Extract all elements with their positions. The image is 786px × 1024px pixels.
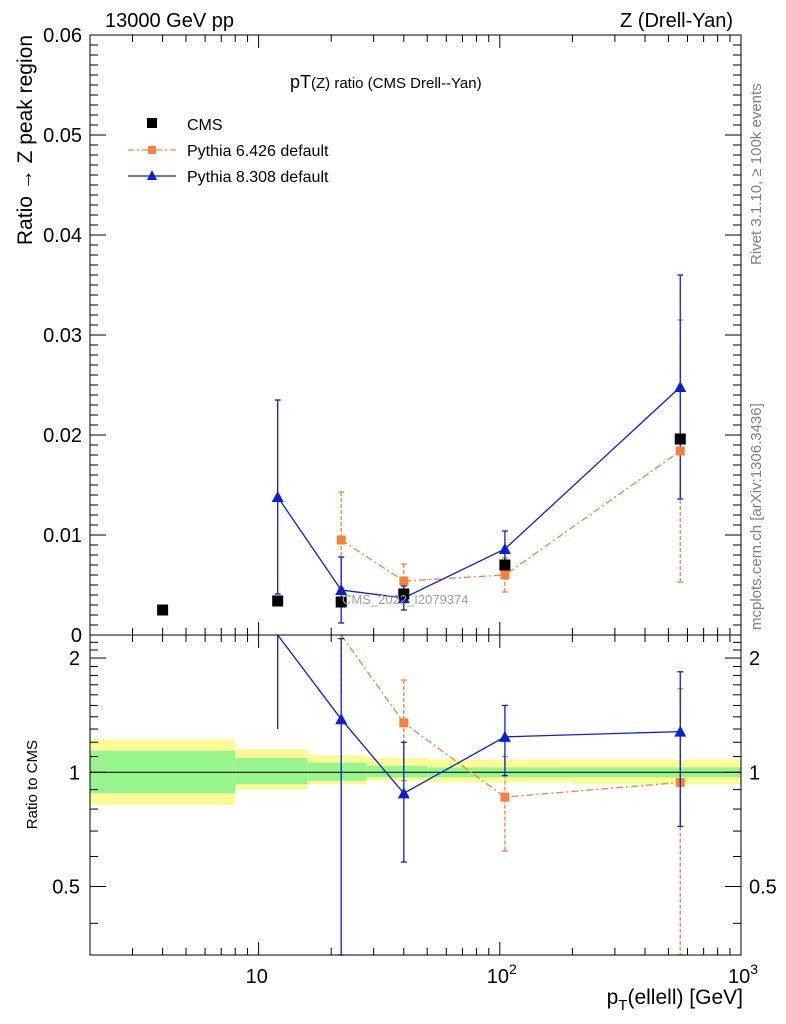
ratio-band-inner — [235, 758, 308, 785]
cms-point — [272, 595, 284, 607]
y-tick-label: 0 — [71, 625, 82, 647]
plot-title-rest: ratio (CMS Drell--Yan) — [330, 75, 481, 92]
x-tick-label-exp: 3 — [750, 961, 758, 977]
py6-point — [399, 576, 409, 586]
ratio-py8-point — [674, 725, 687, 737]
ratio-ylabel: Ratio to CMS — [24, 740, 41, 829]
x-tick-label: 10 — [246, 966, 268, 988]
ratio-panel — [89, 634, 742, 956]
y-tick-label: 0.05 — [43, 125, 82, 147]
watermark: CMS_2022_I2079374 — [342, 592, 469, 607]
x-axis-label-sub: T — [618, 997, 627, 1014]
py6-point — [500, 570, 510, 580]
plot-title-sub: (Z) — [311, 75, 330, 92]
py6-point — [336, 535, 346, 545]
ratio-band-inner — [366, 765, 428, 778]
x-tick-label: 102 — [487, 961, 517, 988]
y-tick-label: 0.01 — [43, 525, 82, 547]
py8-point — [271, 491, 284, 502]
main-ylabel: Ratio → Z peak region — [14, 35, 37, 245]
x-axis-label: pT(ellell) [GeV] — [607, 986, 743, 1014]
ratio-y-tick-label-right: 0.5 — [749, 877, 777, 899]
ratio-py6-point — [399, 718, 409, 728]
ratio-band-inner — [307, 762, 367, 781]
legend-py6-label: Pythia 6.426 default — [187, 143, 329, 160]
plot-title: pT(Z) ratio (CMS Drell--Yan) — [290, 72, 482, 92]
py8-line — [277, 386, 681, 599]
legend-cms-marker — [147, 118, 157, 128]
cms-point — [674, 433, 686, 445]
legend-cms-label: CMS — [187, 117, 223, 134]
x-tick-label-base: 10 — [487, 966, 509, 988]
ratio-py8-point — [397, 787, 410, 799]
ratio-y-tick-label: 1 — [69, 762, 80, 784]
y-tick-label: 0.02 — [43, 425, 82, 447]
ratio-y-tick-label: 2 — [69, 648, 80, 670]
x-tick-label-base: 10 — [246, 966, 268, 988]
legend: CMS Pythia 6.426 default Pythia 8.308 de… — [128, 117, 329, 186]
x-tick-label-base: 10 — [728, 966, 750, 988]
ratio-py6-point — [500, 792, 510, 802]
y-tick-label: 0.03 — [43, 325, 82, 347]
ratio-y-tick-label-right: 2 — [749, 648, 760, 670]
mcplots-label: mcplots.cern.ch [arXiv:1306.3436] — [748, 403, 765, 630]
legend-py8-marker — [147, 170, 157, 180]
x-tick-label: 103 — [728, 961, 758, 988]
rivet-label: Rivet 3.1.10, ≥ 100k events — [748, 83, 765, 265]
py8-point — [674, 381, 687, 392]
legend-py6-marker — [148, 146, 156, 154]
plot-title-main: pT — [290, 72, 311, 92]
x-tick-label-exp: 2 — [509, 961, 517, 977]
ratio-frame — [89, 634, 742, 956]
py8-point — [335, 584, 348, 595]
ratio-y-tick-label: 0.5 — [52, 877, 80, 899]
y-tick-label: 0.04 — [43, 225, 82, 247]
ratio-py8-point — [498, 730, 511, 742]
py8-point — [498, 543, 511, 554]
ratio-py6-line — [340, 634, 681, 798]
cms-point — [157, 604, 169, 616]
cms-point — [335, 596, 347, 608]
header-right: Z (Drell-Yan) — [620, 10, 733, 32]
py6-point — [675, 446, 685, 456]
header-left: 13000 GeV pp — [105, 10, 234, 32]
y-tick-label: 0.06 — [43, 25, 82, 47]
ratio-py8-point — [335, 713, 348, 725]
x-axis-label-p: p — [607, 986, 619, 1009]
legend-py8-label: Pythia 8.308 default — [187, 169, 329, 186]
cms-point — [499, 559, 511, 571]
ratio-y-tick-label-right: 1 — [749, 762, 760, 784]
py6-line — [340, 450, 681, 582]
x-axis-label-rest: (ellell) [GeV] — [627, 986, 743, 1009]
cms-point — [398, 588, 410, 600]
